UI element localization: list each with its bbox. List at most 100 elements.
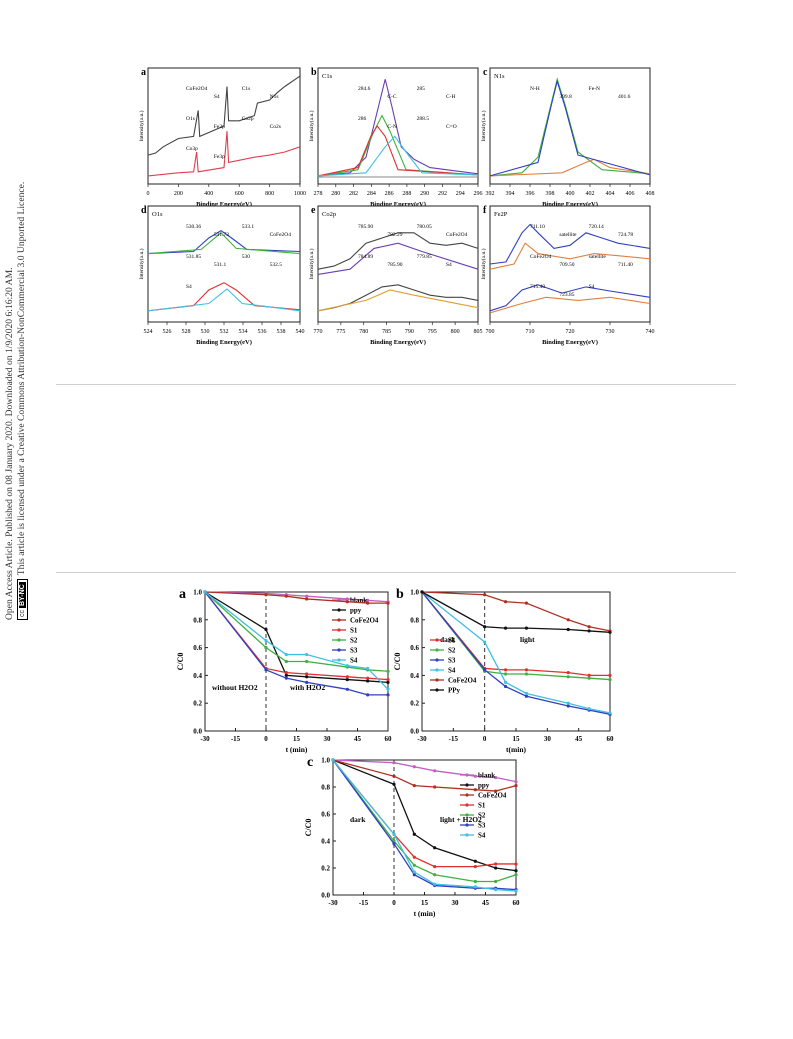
- peak-label: 724.78: [618, 232, 633, 238]
- peak-label: 533.1: [242, 224, 255, 230]
- legend-label-blank: blank: [478, 772, 495, 780]
- xps-curve: [147, 75, 301, 156]
- data-point-CoFe2O4: [483, 593, 487, 597]
- data-point-blank: [203, 590, 207, 594]
- data-point-blank: [433, 769, 437, 773]
- data-point-S3: [608, 712, 612, 716]
- data-point-CoFe2O4: [433, 785, 437, 789]
- data-point-blank: [345, 597, 349, 601]
- data-point-S3: [420, 590, 424, 594]
- region-annotation: without H2O2: [212, 683, 258, 692]
- legend-label-S3: S3: [350, 647, 358, 655]
- data-point-ppy: [433, 846, 437, 850]
- legend-marker-CoFe2O4: [465, 793, 469, 797]
- data-point-S2: [566, 675, 570, 679]
- data-point-CoFe2O4: [420, 590, 424, 594]
- data-point-ppy: [514, 869, 518, 873]
- xps-panel-e: e Co2p 770 775 780 785 790 795 800 805 Binding Ene…: [308, 205, 483, 346]
- data-point-S4: [494, 888, 498, 892]
- data-point-PPy: [587, 629, 591, 633]
- region-annotation: dark: [440, 635, 456, 644]
- legend-label-ppy: ppy: [350, 607, 362, 615]
- data-point-CoFe2O4: [587, 625, 591, 629]
- data-point-S4: [345, 664, 349, 668]
- data-point-PPy: [524, 626, 529, 630]
- data-point-S2: [264, 646, 268, 650]
- legend-label-S1: S1: [448, 637, 456, 645]
- data-point-S1: [494, 862, 498, 866]
- data-point-S2: [494, 879, 498, 884]
- cc-license-badge[interactable]: ccBY-NC: [16, 579, 28, 620]
- panel-letter: b: [311, 67, 317, 78]
- peak-label: 530: [242, 254, 251, 260]
- series-line-ppy: [332, 759, 517, 872]
- data-point-PPy: [483, 625, 487, 629]
- y-axis-label: Intensity(a.u.): [308, 248, 315, 279]
- data-point-S4: [566, 701, 570, 705]
- data-point-blank: [284, 593, 288, 597]
- data-point-S1: [503, 668, 508, 672]
- series-line-S1: [332, 759, 516, 868]
- x-tick-label: 770: [314, 329, 323, 335]
- xps-curve: [489, 284, 651, 312]
- data-point-S4: [305, 652, 309, 657]
- y-tick-label: 0.6: [193, 644, 202, 652]
- data-point-S3: [331, 758, 335, 762]
- data-point-S3: [284, 676, 288, 680]
- x-tick-label: 730: [606, 329, 615, 335]
- data-point-S4: [420, 590, 424, 594]
- region-annotation: dark: [350, 815, 366, 824]
- data-point-ppy: [386, 680, 390, 684]
- x-tick-label: 30: [544, 735, 552, 743]
- xps-figure: a 0 200 400 600 800 1000 Binding Energy(eV) Inte…: [138, 67, 655, 346]
- x-tick-label: 400: [204, 191, 213, 197]
- x-tick-label: 288: [402, 191, 411, 197]
- data-point-ppy: [412, 832, 416, 836]
- peak-label: CoFe2O4: [530, 254, 552, 260]
- data-point-S3: [494, 886, 498, 890]
- data-point-S2: [608, 677, 612, 682]
- data-point-S3: [305, 680, 309, 684]
- x-axis-label: Binding Energy(eV): [196, 201, 252, 208]
- element-label: Fe2P: [494, 211, 508, 218]
- panel-letter: b: [396, 587, 404, 602]
- x-tick-label: 528: [182, 329, 191, 335]
- peak-label: Fe3p: [214, 154, 225, 160]
- peak-label: 285: [417, 86, 426, 92]
- peak-label: Fe-N: [589, 86, 600, 92]
- data-point-S2: [305, 659, 309, 664]
- y-tick-label: 0.2: [410, 700, 419, 708]
- x-tick-label: 200: [174, 191, 183, 197]
- data-point-S1: [483, 666, 487, 671]
- y-tick-label: 0.4: [410, 672, 419, 680]
- peak-label: 401.6: [618, 94, 631, 100]
- element-label: N1s: [494, 73, 505, 80]
- legend-label-CoFe2O4: CoFe2O4: [350, 617, 379, 625]
- legend-marker-S2: [435, 648, 439, 652]
- peak-label: Co2p: [242, 116, 254, 122]
- data-point-S1: [433, 865, 437, 869]
- data-point-S1: [366, 676, 370, 680]
- by-nc-badge: BY-NC: [18, 582, 26, 608]
- legend-label-ppy: ppy: [478, 782, 490, 790]
- x-tick-label: -30: [328, 899, 338, 907]
- x-tick-label: 60: [385, 735, 393, 743]
- legend-marker-S3: [337, 648, 341, 652]
- x-tick-label: 530: [201, 329, 210, 335]
- legend-label-S3: S3: [478, 822, 486, 830]
- peak-label: satellite: [589, 254, 607, 260]
- y-axis-label: Intensity(a.u.): [480, 110, 487, 141]
- xps-curve: [317, 232, 479, 270]
- data-point-S1: [305, 672, 309, 676]
- legend-label-S2: S2: [350, 637, 358, 645]
- x-tick-label: 290: [420, 191, 429, 197]
- x-tick-label: 404: [606, 191, 615, 197]
- data-point-S3: [473, 886, 477, 890]
- element-label: Co2p: [322, 211, 336, 218]
- region-annotation: light: [520, 635, 535, 644]
- data-point-blank: [366, 598, 370, 602]
- x-tick-label: 286: [385, 191, 394, 197]
- x-tick-label: -15: [359, 899, 369, 907]
- x-tick-label: 45: [575, 735, 583, 743]
- series-line-S4: [204, 591, 389, 690]
